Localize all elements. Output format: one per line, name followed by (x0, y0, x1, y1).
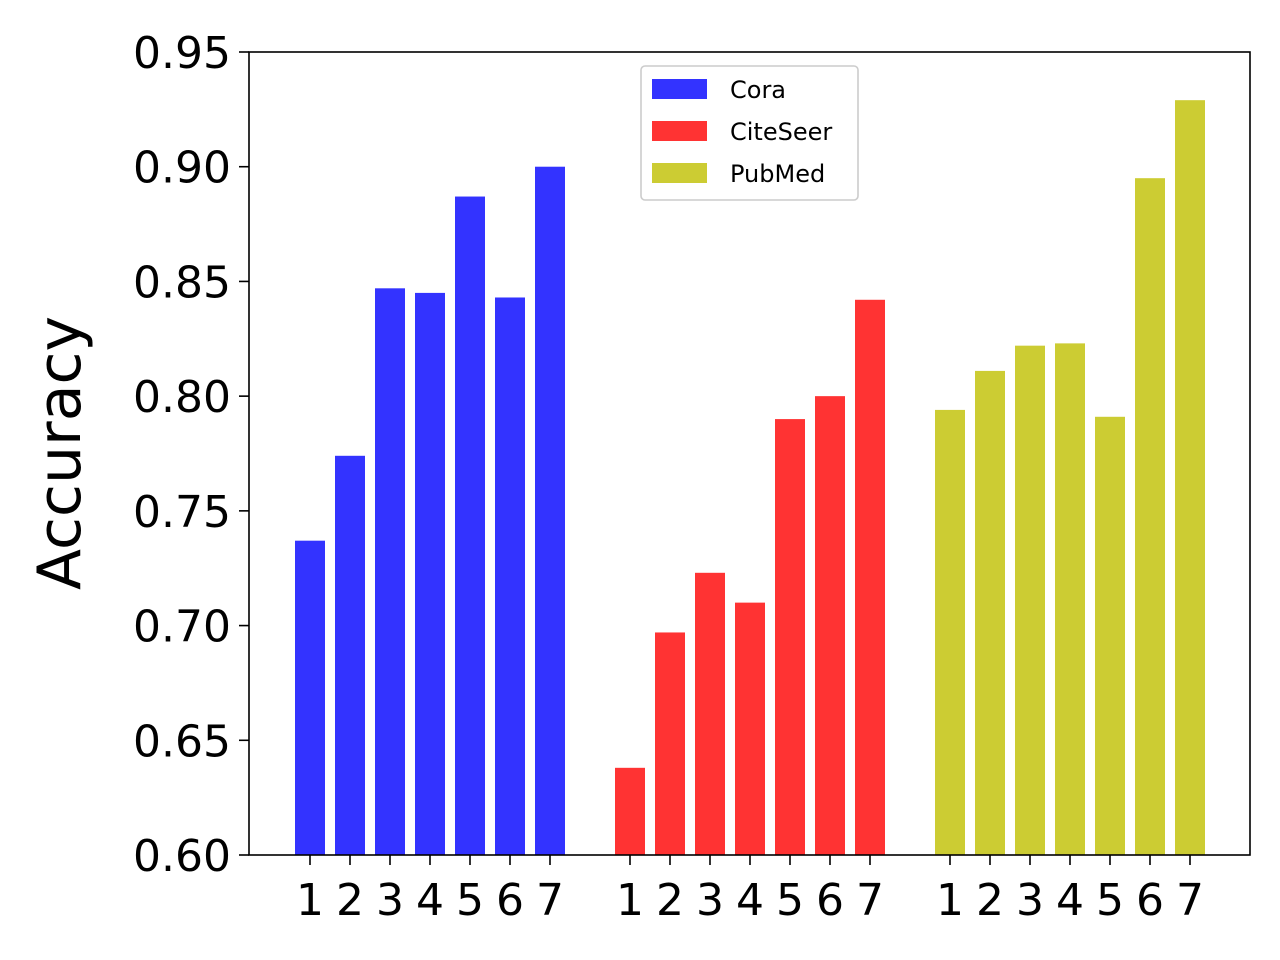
x-tick-label: 4 (1056, 875, 1084, 926)
y-tick-label: 0.95 (133, 28, 231, 79)
x-tick-label: 7 (536, 875, 564, 926)
plot-area: 0.600.650.700.750.800.850.900.951 2 3 4 5 6 7 1… (133, 28, 1205, 926)
legend-label-pubmed: PubMed (730, 160, 825, 188)
x-tick-label: 5 (776, 875, 804, 926)
y-tick-label: 0.60 (133, 831, 231, 882)
y-tick-label: 0.90 (133, 143, 231, 194)
bar-pubmed-7 (1175, 100, 1205, 856)
bar-citeseer-3 (695, 572, 725, 855)
bar-citeseer-5 (775, 419, 805, 855)
x-tick-label: 2 (976, 875, 1004, 926)
y-tick-label: 0.85 (133, 257, 231, 308)
plot-frame (248, 51, 1251, 856)
x-tick-label: 2 (656, 875, 684, 926)
bar-pubmed-5 (1095, 416, 1125, 855)
y-axis-label: Accuracy (25, 316, 95, 590)
bar-cora-4 (415, 292, 445, 855)
x-tick-label: 6 (496, 875, 524, 926)
bar-citeseer-1 (615, 767, 645, 855)
legend-swatch-cora (652, 79, 707, 99)
y-tick-label: 0.70 (133, 602, 231, 653)
x-tick-label: 4 (736, 875, 764, 926)
x-tick-label: 4 (416, 875, 444, 926)
bar-citeseer-7 (855, 299, 885, 856)
x-tick-label: 1 (936, 875, 964, 926)
x-tick-label: 6 (1136, 875, 1164, 926)
bar-pubmed-3 (1015, 345, 1045, 855)
bar-cora-5 (455, 196, 485, 856)
x-tick-label: 7 (1176, 875, 1204, 926)
legend: Cora CiteSeer PubMed (640, 65, 859, 201)
x-tick-label: 6 (816, 875, 844, 926)
legend-swatch-pubmed (652, 163, 707, 183)
x-tick-label: 1 (616, 875, 644, 926)
x-tick-label: 1 (296, 875, 324, 926)
legend-label-cora: Cora (730, 76, 786, 104)
x-tick-label: 2 (336, 875, 364, 926)
legend-label-citeseer: CiteSeer (730, 118, 832, 146)
bar-cora-7 (535, 166, 565, 855)
bar-pubmed-1 (935, 409, 965, 855)
x-tick-label: 3 (1016, 875, 1044, 926)
bar-cora-1 (295, 540, 325, 855)
x-tick-label: 5 (456, 875, 484, 926)
bar-citeseer-6 (815, 396, 845, 855)
y-tick-label: 0.75 (133, 487, 231, 538)
x-tick-label: 3 (376, 875, 404, 926)
bar-cora-3 (375, 288, 405, 856)
x-tick-label: 7 (856, 875, 884, 926)
bar-cora-6 (495, 297, 525, 855)
bar-citeseer-2 (655, 632, 685, 855)
y-tick-label: 0.65 (133, 716, 231, 767)
y-tick-label: 0.80 (133, 372, 231, 423)
bar-pubmed-2 (975, 370, 1005, 855)
bar-citeseer-4 (735, 602, 765, 855)
x-tick-label: 5 (1096, 875, 1124, 926)
bar-pubmed-6 (1135, 178, 1165, 855)
legend-swatch-citeseer (652, 121, 707, 141)
bar-cora-2 (335, 455, 365, 855)
bar-pubmed-4 (1055, 343, 1085, 855)
x-tick-label: 3 (696, 875, 724, 926)
